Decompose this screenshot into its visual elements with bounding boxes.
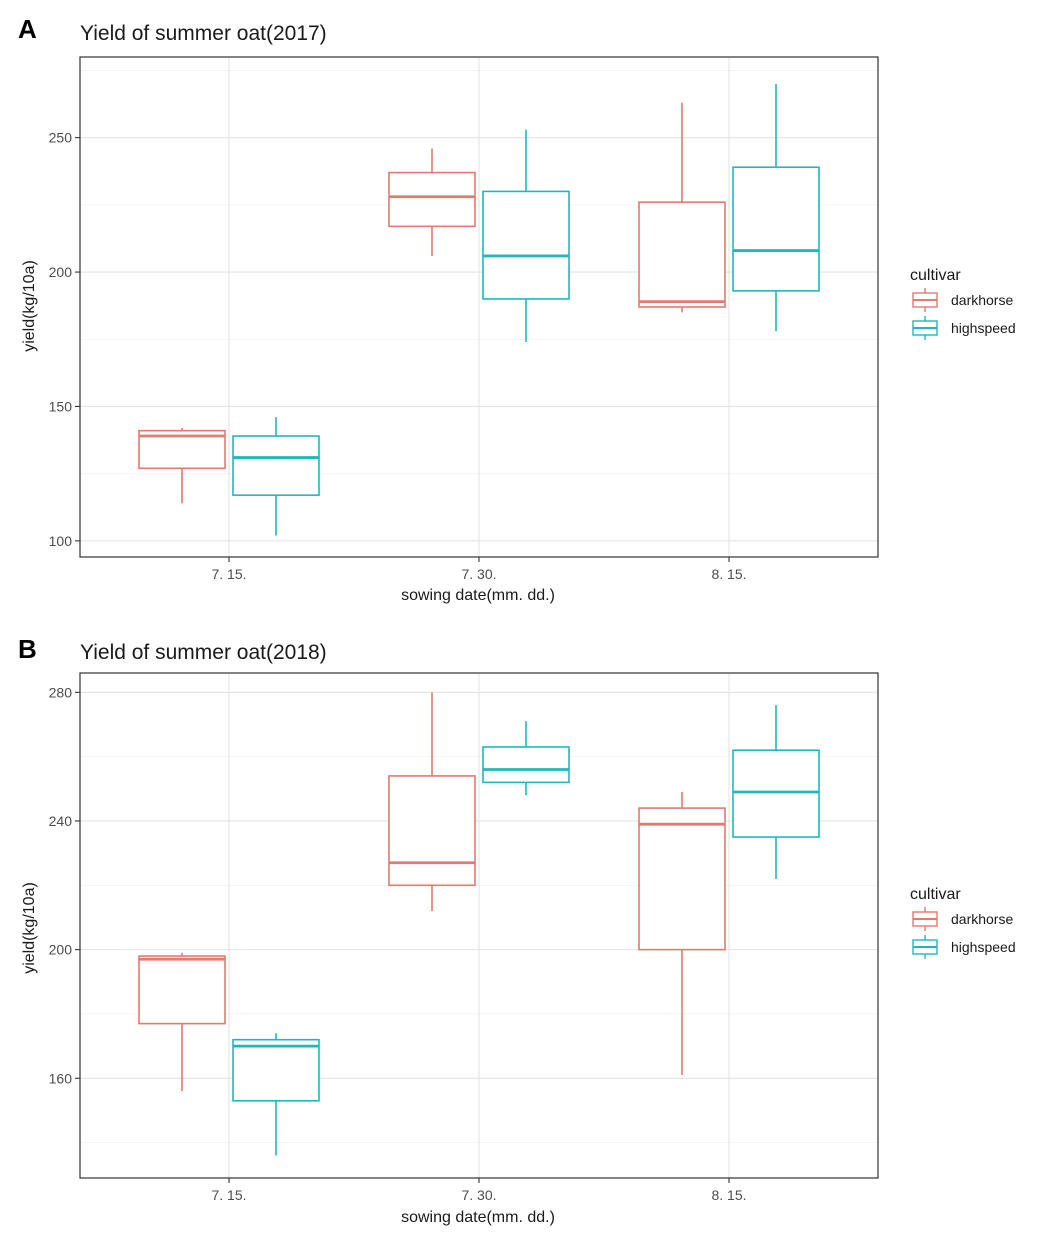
y-tick-label-a: 250: [49, 130, 73, 146]
box-darkhorse-1: [388, 692, 476, 912]
box-highspeed-0: [232, 1033, 320, 1156]
box-iqr: [388, 775, 476, 887]
box-iqr: [232, 1038, 320, 1102]
y-axis-title-a: yield(kg/10a): [21, 260, 38, 352]
y-tick-label-b: 280: [49, 684, 73, 700]
y-tick-label-a: 100: [49, 533, 73, 549]
box-iqr: [638, 201, 726, 308]
legend-item-darkhorse: darkhorse: [912, 907, 1013, 931]
box-darkhorse-2: [638, 102, 726, 313]
box-iqr: [732, 166, 820, 292]
box-iqr: [638, 807, 726, 951]
box-highspeed-2: [732, 83, 820, 332]
legend-title-a: cultivar: [910, 267, 961, 284]
box-darkhorse-0: [138, 952, 226, 1092]
x-tick-label-b: 7. 15.: [211, 1187, 246, 1203]
x-tick-label-b: 8. 15.: [711, 1187, 746, 1203]
legend-title-b: cultivar: [910, 886, 961, 903]
box-iqr: [732, 749, 820, 838]
box-highspeed-2: [732, 705, 820, 879]
x-axis-title-a: sowing date(mm. dd.): [401, 587, 555, 604]
box-highspeed-0: [232, 417, 320, 536]
legend-item-highspeed: highspeed: [912, 935, 1016, 959]
plot-area-a: 100 150 200 250 7. 15. 7. 30. 8. 15.: [49, 56, 879, 582]
plot-area-b: 160 200 240 280 7. 15. 7. 30. 8. 15.: [49, 672, 879, 1203]
x-tick-label-b: 7. 30.: [461, 1187, 496, 1203]
chart-title-b: Yield of summer oat(2018): [80, 641, 327, 664]
panel-label-a: A: [18, 14, 37, 44]
box-highspeed-1: [482, 129, 570, 342]
chart-panel-b: B Yield of summer oat(2018) 160 200 240 280…: [18, 634, 1016, 1226]
chart-panel-a: A Yield of summer oat(2017) 100 150 200 250…: [18, 14, 1016, 604]
box-darkhorse-2: [638, 792, 726, 1076]
box-iqr: [232, 435, 320, 496]
y-tick-label-a: 150: [49, 398, 73, 414]
box-highspeed-1: [482, 721, 570, 796]
legend-item-darkhorse: darkhorse: [912, 288, 1013, 312]
y-tick-label-b: 240: [49, 813, 73, 829]
box-iqr: [388, 171, 476, 228]
panel-label-b: B: [18, 634, 37, 664]
x-axis-title-b: sowing date(mm. dd.): [401, 1209, 555, 1226]
box-iqr: [482, 190, 570, 300]
legend-item-highspeed: highspeed: [912, 316, 1016, 340]
legend-label-highspeed: highspeed: [951, 320, 1016, 336]
box-iqr: [482, 746, 570, 784]
legend-label-darkhorse: darkhorse: [951, 292, 1013, 308]
legend-b: darkhorse highspeed: [912, 907, 1016, 959]
box-iqr: [138, 955, 226, 1025]
chart-title-a: Yield of summer oat(2017): [80, 22, 327, 45]
y-tick-label-b: 160: [49, 1070, 73, 1086]
box-darkhorse-0: [138, 427, 226, 504]
y-tick-label-b: 200: [49, 942, 73, 958]
box-darkhorse-1: [388, 148, 476, 256]
x-tick-label-a: 8. 15.: [711, 566, 746, 582]
y-tick-label-a: 200: [49, 264, 73, 280]
legend-label-darkhorse: darkhorse: [951, 911, 1013, 927]
y-axis-title-b: yield(kg/10a): [21, 882, 38, 974]
legend-label-highspeed: highspeed: [951, 939, 1016, 955]
x-tick-label-a: 7. 15.: [211, 566, 246, 582]
x-tick-label-a: 7. 30.: [461, 566, 496, 582]
legend-a: darkhorse highspeed: [912, 288, 1016, 340]
